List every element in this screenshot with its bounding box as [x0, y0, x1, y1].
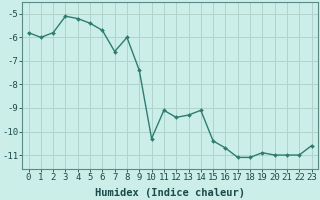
X-axis label: Humidex (Indice chaleur): Humidex (Indice chaleur): [95, 188, 245, 198]
